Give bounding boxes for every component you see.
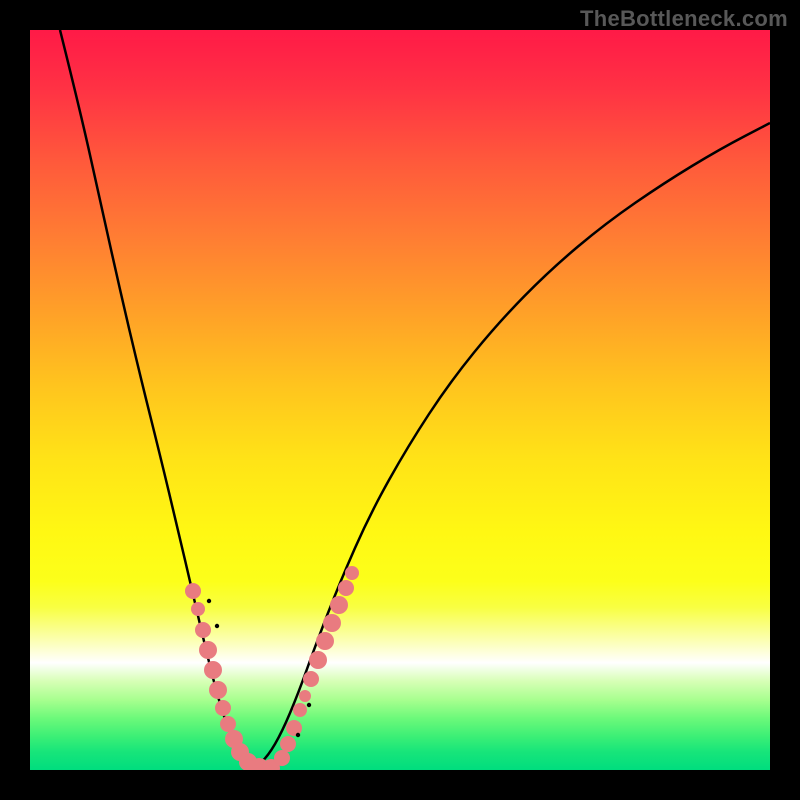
chart-frame: TheBottleneck.com [0, 0, 800, 800]
bead [296, 733, 300, 737]
bead [330, 596, 348, 614]
bead [185, 583, 201, 599]
gradient-rect [30, 30, 770, 770]
bead [307, 703, 311, 707]
plot-area [30, 30, 770, 770]
bead [199, 641, 217, 659]
gradient-background [30, 30, 770, 770]
bead [323, 614, 341, 632]
watermark-text: TheBottleneck.com [580, 6, 788, 32]
bead [303, 671, 319, 687]
bead [316, 632, 334, 650]
bead [345, 566, 359, 580]
bead [207, 599, 211, 603]
bead [299, 690, 311, 702]
bead [209, 681, 227, 699]
bead [215, 700, 231, 716]
bead [195, 622, 211, 638]
bead [220, 716, 236, 732]
bead [338, 580, 354, 596]
bead [280, 736, 296, 752]
bead [293, 703, 307, 717]
bead [274, 750, 290, 766]
bead [309, 651, 327, 669]
bead [191, 602, 205, 616]
bead [204, 661, 222, 679]
bead [215, 624, 219, 628]
